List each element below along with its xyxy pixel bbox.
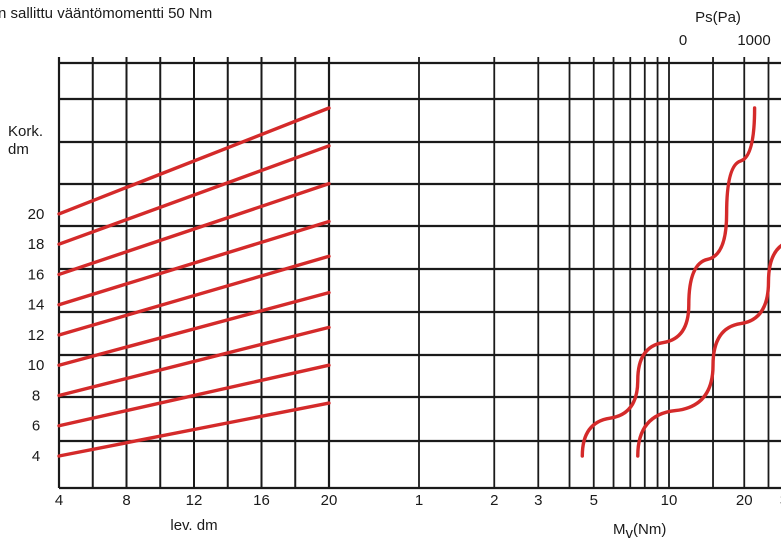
y-tick-label: 14 [28, 297, 45, 314]
y-tick-label: 20 [28, 206, 45, 223]
x-tick-label: 3 [534, 492, 542, 509]
x-tick-label: 30 [780, 492, 781, 509]
series-line [57, 325, 331, 398]
y-tick-label: 8 [32, 387, 40, 404]
series-line [57, 106, 331, 216]
y-tick-label: 12 [28, 327, 45, 344]
x-tick-label: 4 [55, 492, 63, 509]
x-tick-label: 5 [590, 492, 598, 509]
series-line [57, 401, 331, 458]
curve-1000 [636, 243, 781, 458]
x-tick-label: 2 [490, 492, 498, 509]
series-line [57, 219, 331, 307]
y-tick-label: 6 [32, 418, 40, 435]
series-line [57, 290, 331, 367]
series-line [57, 254, 331, 337]
x-tick-label: 12 [186, 492, 203, 509]
top-tick-label: 0 [679, 32, 687, 49]
series-line [57, 181, 331, 277]
y-axis-label: Kork. [8, 123, 43, 140]
curve-0 [580, 106, 757, 458]
x-axis-label: lev. dm [170, 517, 217, 534]
y-tick-label: 18 [28, 236, 45, 253]
top-axis-label: Ps(Pa) [695, 9, 741, 26]
x-tick-label: 8 [122, 492, 130, 509]
y-tick-label: 10 [28, 357, 45, 374]
x-tick-label: 10 [661, 492, 678, 509]
x-tick-label: 20 [321, 492, 338, 509]
y-tick-label: 16 [28, 266, 45, 283]
chart-title: n sallittu vääntömomentti 50 Nm [0, 5, 212, 22]
x-tick-label: 20 [736, 492, 753, 509]
x-tick-label: 1 [415, 492, 423, 509]
y-tick-label: 4 [32, 448, 40, 465]
curves [57, 106, 781, 458]
y-axis-label: dm [8, 141, 29, 158]
x-axis-label: Mv(Nm) [613, 521, 666, 541]
series-line [57, 363, 331, 428]
top-tick-label: 1000 [737, 32, 770, 49]
series-line [57, 144, 331, 246]
x-tick-label: 16 [253, 492, 270, 509]
